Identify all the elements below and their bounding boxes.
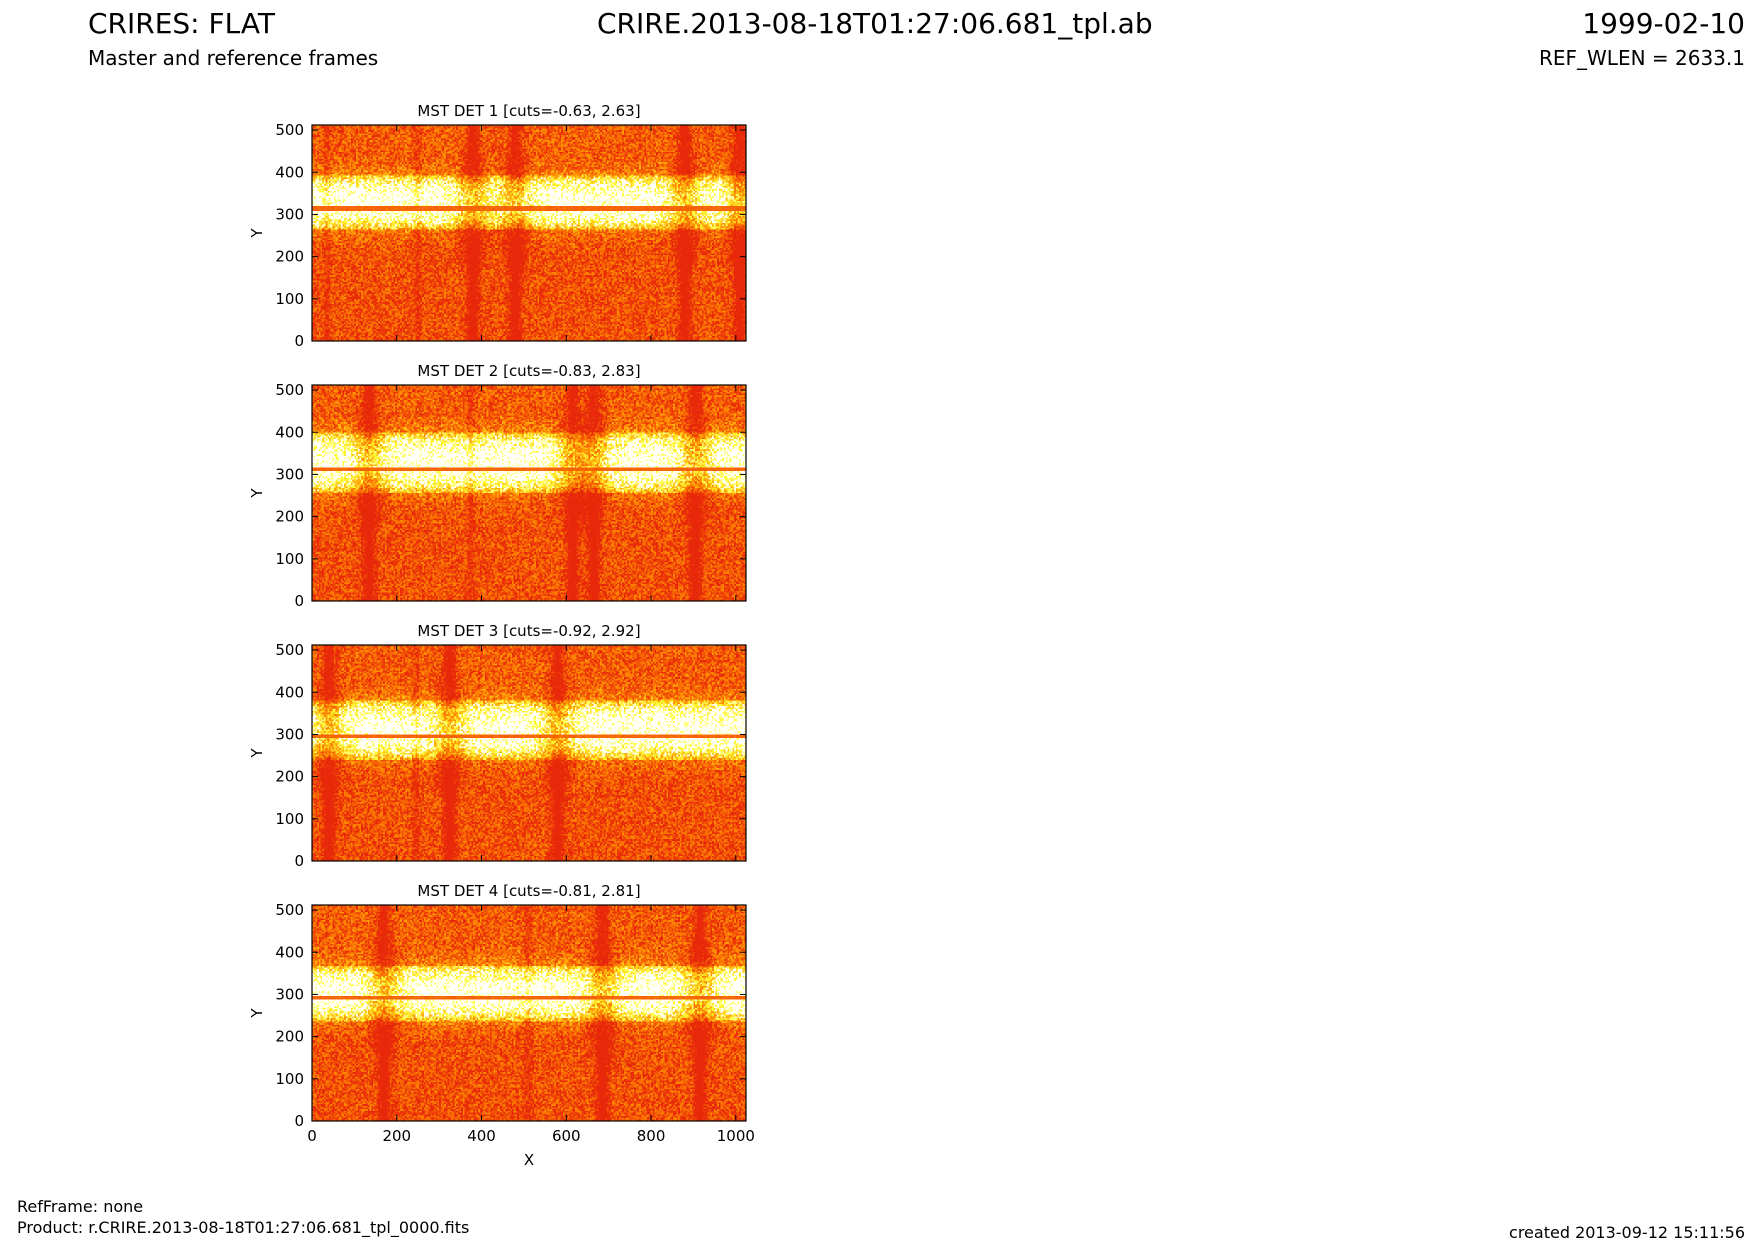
y-tick-label: 300 — [275, 725, 304, 743]
x-tick-label: 200 — [382, 1127, 411, 1145]
y-tick-label: 300 — [275, 205, 304, 223]
title-left: CRIRES: FLAT — [88, 7, 275, 40]
footer-created: created 2013-09-12 15:11:56 — [1509, 1223, 1745, 1242]
axes-frame — [311, 384, 747, 602]
y-tick-label: 400 — [275, 683, 304, 701]
y-tick-label: 0 — [294, 592, 304, 610]
axes-frame — [311, 644, 747, 862]
detector-image-4 — [312, 905, 746, 1121]
x-axis-label: X — [524, 1151, 534, 1169]
axes-frame — [311, 124, 747, 342]
x-tick-label: 600 — [552, 1127, 581, 1145]
axes-frame — [311, 904, 747, 1122]
x-tick-label: 400 — [467, 1127, 496, 1145]
y-tick-label: 100 — [275, 810, 304, 828]
subtitle-left: Master and reference frames — [88, 46, 379, 70]
y-tick-label: 500 — [275, 381, 304, 399]
y-axis-label: Y — [248, 228, 266, 239]
y-tick-label: 500 — [275, 641, 304, 659]
y-tick-label: 100 — [275, 290, 304, 308]
subtitle-ref-wlen: REF_WLEN = 2633.1 — [1538, 46, 1745, 70]
x-tick-label: 800 — [637, 1127, 666, 1145]
y-tick-label: 0 — [294, 332, 304, 350]
y-axis-label: Y — [248, 1008, 266, 1019]
footer-ref-frame: RefFrame: none — [17, 1197, 144, 1216]
y-axis-label: Y — [248, 488, 266, 499]
x-tick-label: 1000 — [717, 1127, 755, 1145]
y-tick-label: 500 — [275, 121, 304, 139]
detector-image-1 — [312, 125, 746, 341]
y-tick-label: 200 — [275, 508, 304, 526]
detector-image-3 — [312, 645, 746, 861]
y-tick-label: 0 — [294, 1112, 304, 1130]
detector-image-2 — [312, 385, 746, 601]
y-tick-label: 400 — [275, 163, 304, 181]
detector-panel-2: MST DET 2 [cuts=-0.83, 2.83] 0 100 200 300 40… — [248, 362, 747, 610]
x-tick-label: 0 — [307, 1127, 317, 1145]
y-tick-label: 200 — [275, 248, 304, 266]
panel-title: MST DET 4 [cuts=-0.81, 2.81] — [417, 882, 640, 900]
detector-panel-4: MST DET 4 [cuts=-0.81, 2.81] 0 100 200 300 40… — [248, 882, 755, 1169]
footer-product: Product: r.CRIRE.2013-08-18T01:27:06.681… — [17, 1218, 470, 1237]
y-tick-label: 200 — [275, 1028, 304, 1046]
y-tick-label: 0 — [294, 852, 304, 870]
detector-panel-3: MST DET 3 [cuts=-0.92, 2.92] 0 100 200 300 40… — [248, 622, 747, 870]
y-tick-label: 300 — [275, 465, 304, 483]
title-date: 1999-02-10 — [1582, 7, 1745, 40]
title-center: CRIRE.2013-08-18T01:27:06.681_tpl.ab — [597, 7, 1153, 40]
y-tick-label: 400 — [275, 423, 304, 441]
panel-title: MST DET 1 [cuts=-0.63, 2.63] — [417, 102, 640, 120]
y-axis-label: Y — [248, 748, 266, 759]
y-tick-label: 200 — [275, 768, 304, 786]
panel-title: MST DET 3 [cuts=-0.92, 2.92] — [417, 622, 640, 640]
y-tick-label: 300 — [275, 985, 304, 1003]
detector-panel-1: MST DET 1 [cuts=-0.63, 2.63] 0 100 200 300 40… — [248, 102, 747, 350]
y-tick-label: 100 — [275, 550, 304, 568]
y-tick-label: 100 — [275, 1070, 304, 1088]
panel-title: MST DET 2 [cuts=-0.83, 2.83] — [417, 362, 640, 380]
y-tick-label: 500 — [275, 901, 304, 919]
y-tick-label: 400 — [275, 943, 304, 961]
